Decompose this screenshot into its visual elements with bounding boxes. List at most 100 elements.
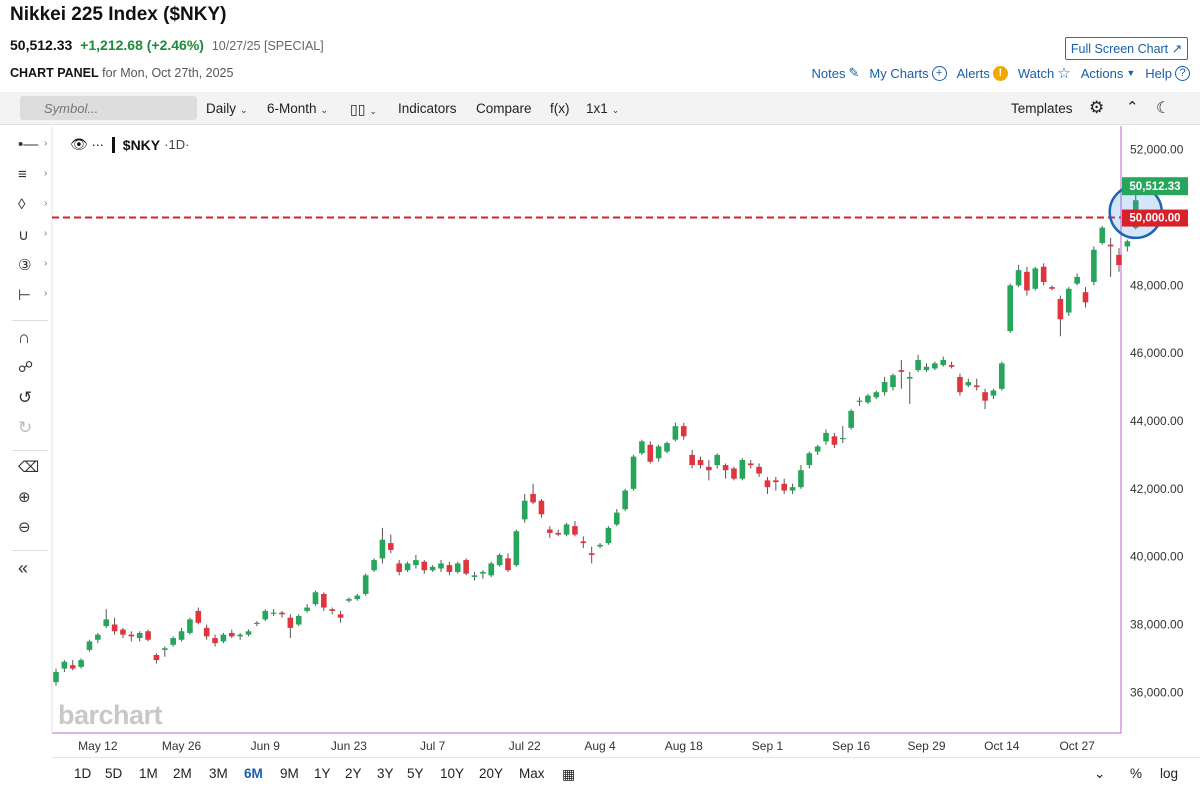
candle-body <box>505 558 511 571</box>
candle-body <box>128 634 135 637</box>
indicators-button[interactable]: Indicators <box>398 101 457 116</box>
function-button[interactable]: f(x) <box>550 101 570 116</box>
eye-icon[interactable]: 👁 <box>70 136 88 152</box>
alerts-link[interactable]: Alerts ! <box>957 65 1008 81</box>
calendar-icon[interactable]: ▦ <box>562 766 576 782</box>
period-1d[interactable]: 1D <box>74 766 92 781</box>
my-charts-link[interactable]: My Charts + <box>869 65 947 81</box>
candle-body <box>187 619 193 633</box>
magnet-icon[interactable]: ∩ <box>18 328 31 347</box>
period-3y[interactable]: 3Y <box>377 766 394 781</box>
candle-body <box>279 612 285 615</box>
collapse-left-icon[interactable]: « <box>18 558 29 578</box>
price-change: +1,212.68 (+2.46%) <box>80 37 204 53</box>
candle <box>270 609 277 617</box>
chevron-down-icon: ⌄ <box>369 106 377 116</box>
unlock-icon[interactable]: ☍ <box>18 359 34 376</box>
candle <box>446 561 453 576</box>
candle-body <box>714 454 721 466</box>
candle <box>254 621 260 627</box>
actions-menu[interactable]: Actions ▼ <box>1081 66 1136 81</box>
candle-body <box>747 463 754 466</box>
period-1y[interactable]: 1Y <box>314 766 331 781</box>
annotation-tool-icon[interactable]: ③ › <box>18 257 48 274</box>
period-20y[interactable]: 20Y <box>479 766 504 781</box>
candle-body <box>413 560 419 566</box>
fib-tool-icon[interactable]: ≡ › <box>18 166 48 183</box>
candle <box>1032 266 1039 291</box>
star-icon: ☆ <box>1057 65 1071 82</box>
candle-body <box>764 480 771 488</box>
more-icon[interactable]: ⋯ <box>91 137 104 152</box>
candle-body <box>371 560 377 571</box>
period-5y[interactable]: 5Y <box>407 766 424 781</box>
top-links: Notes ✎ My Charts + Alerts ! Watch ☆ Act… <box>812 64 1190 82</box>
candle <box>61 660 68 672</box>
collapse-up-icon[interactable]: ⌃ <box>1126 99 1139 116</box>
measure-tool-icon[interactable]: ⊢ › <box>18 287 48 304</box>
compare-button[interactable]: Compare <box>476 101 532 116</box>
candle <box>438 560 444 572</box>
symbol-search-input[interactable] <box>20 96 197 120</box>
candle-body <box>706 466 712 471</box>
templates-button[interactable]: Templates <box>1011 101 1073 116</box>
period-6m[interactable]: 6M <box>244 766 263 781</box>
candle-body <box>798 470 804 488</box>
watch-label: Watch <box>1017 65 1055 81</box>
x-tick-label: Jul 7 <box>420 739 446 753</box>
period-10y[interactable]: 10Y <box>440 766 465 781</box>
period-9m[interactable]: 9M <box>280 766 299 781</box>
interval-dropdown[interactable]: Daily ⌄ <box>206 101 248 116</box>
layout-dropdown[interactable]: 1x1 ⌄ <box>586 101 619 116</box>
undo-icon[interactable]: ↺ <box>18 388 33 407</box>
period-1m[interactable]: 1M <box>139 766 158 781</box>
shape-tool-icon[interactable]: ◊ › <box>18 196 48 213</box>
candle-body <box>86 641 93 650</box>
y-tick-label: 46,000.00 <box>1130 346 1184 360</box>
candle-body <box>78 660 84 667</box>
candle <box>228 629 235 639</box>
candle-body <box>923 366 930 371</box>
full-screen-chart-button[interactable]: Full Screen Chart ↗ <box>1065 37 1188 60</box>
candle-body <box>563 524 570 535</box>
candle-body <box>312 592 319 605</box>
gear-icon[interactable]: ⚙ <box>1089 98 1105 117</box>
candle-body <box>630 456 637 489</box>
period-max[interactable]: Max <box>519 766 545 781</box>
range-dropdown[interactable]: 6-Month ⌄ <box>267 101 328 116</box>
help-link[interactable]: Help ? <box>1145 65 1190 81</box>
period-2m[interactable]: 2M <box>173 766 192 781</box>
x-tick-label: Sep 1 <box>752 739 784 753</box>
trash-icon[interactable]: ⌫ <box>18 459 40 476</box>
zoom-in-icon[interactable]: ⊕ <box>18 489 31 506</box>
candle <box>890 373 896 391</box>
candle-body <box>1091 249 1097 282</box>
brush-tool-icon[interactable]: ∪ › <box>18 227 48 244</box>
notes-link[interactable]: Notes ✎ <box>812 65 860 81</box>
candle <box>212 634 218 647</box>
candle <box>1082 287 1089 308</box>
period-5d[interactable]: 5D <box>105 766 123 781</box>
watch-link[interactable]: Watch ☆ <box>1018 64 1071 82</box>
log-toggle[interactable]: log <box>1160 766 1179 781</box>
dark-mode-icon[interactable]: ☾ <box>1156 100 1171 117</box>
percent-toggle[interactable]: % <box>1130 766 1143 781</box>
candle <box>379 527 386 564</box>
candle-body <box>973 385 980 388</box>
candle-body <box>773 480 779 483</box>
candle <box>488 561 495 578</box>
candle-body <box>170 638 176 645</box>
zoom-out-icon[interactable]: ⊖ <box>18 519 31 536</box>
candle <box>128 631 135 642</box>
period-3m[interactable]: 3M <box>209 766 228 781</box>
candle <box>513 529 520 567</box>
candle <box>287 614 294 639</box>
chart-type-dropdown[interactable]: ▯▯ ⌄ <box>350 101 377 118</box>
candle <box>538 499 545 518</box>
chevron-down-icon[interactable]: ⌄ <box>1094 766 1106 781</box>
candle <box>923 363 930 372</box>
period-2y[interactable]: 2Y <box>345 766 362 781</box>
line-tool-icon[interactable]: •— › <box>18 136 48 153</box>
redo-icon[interactable]: ↻ <box>18 418 33 437</box>
